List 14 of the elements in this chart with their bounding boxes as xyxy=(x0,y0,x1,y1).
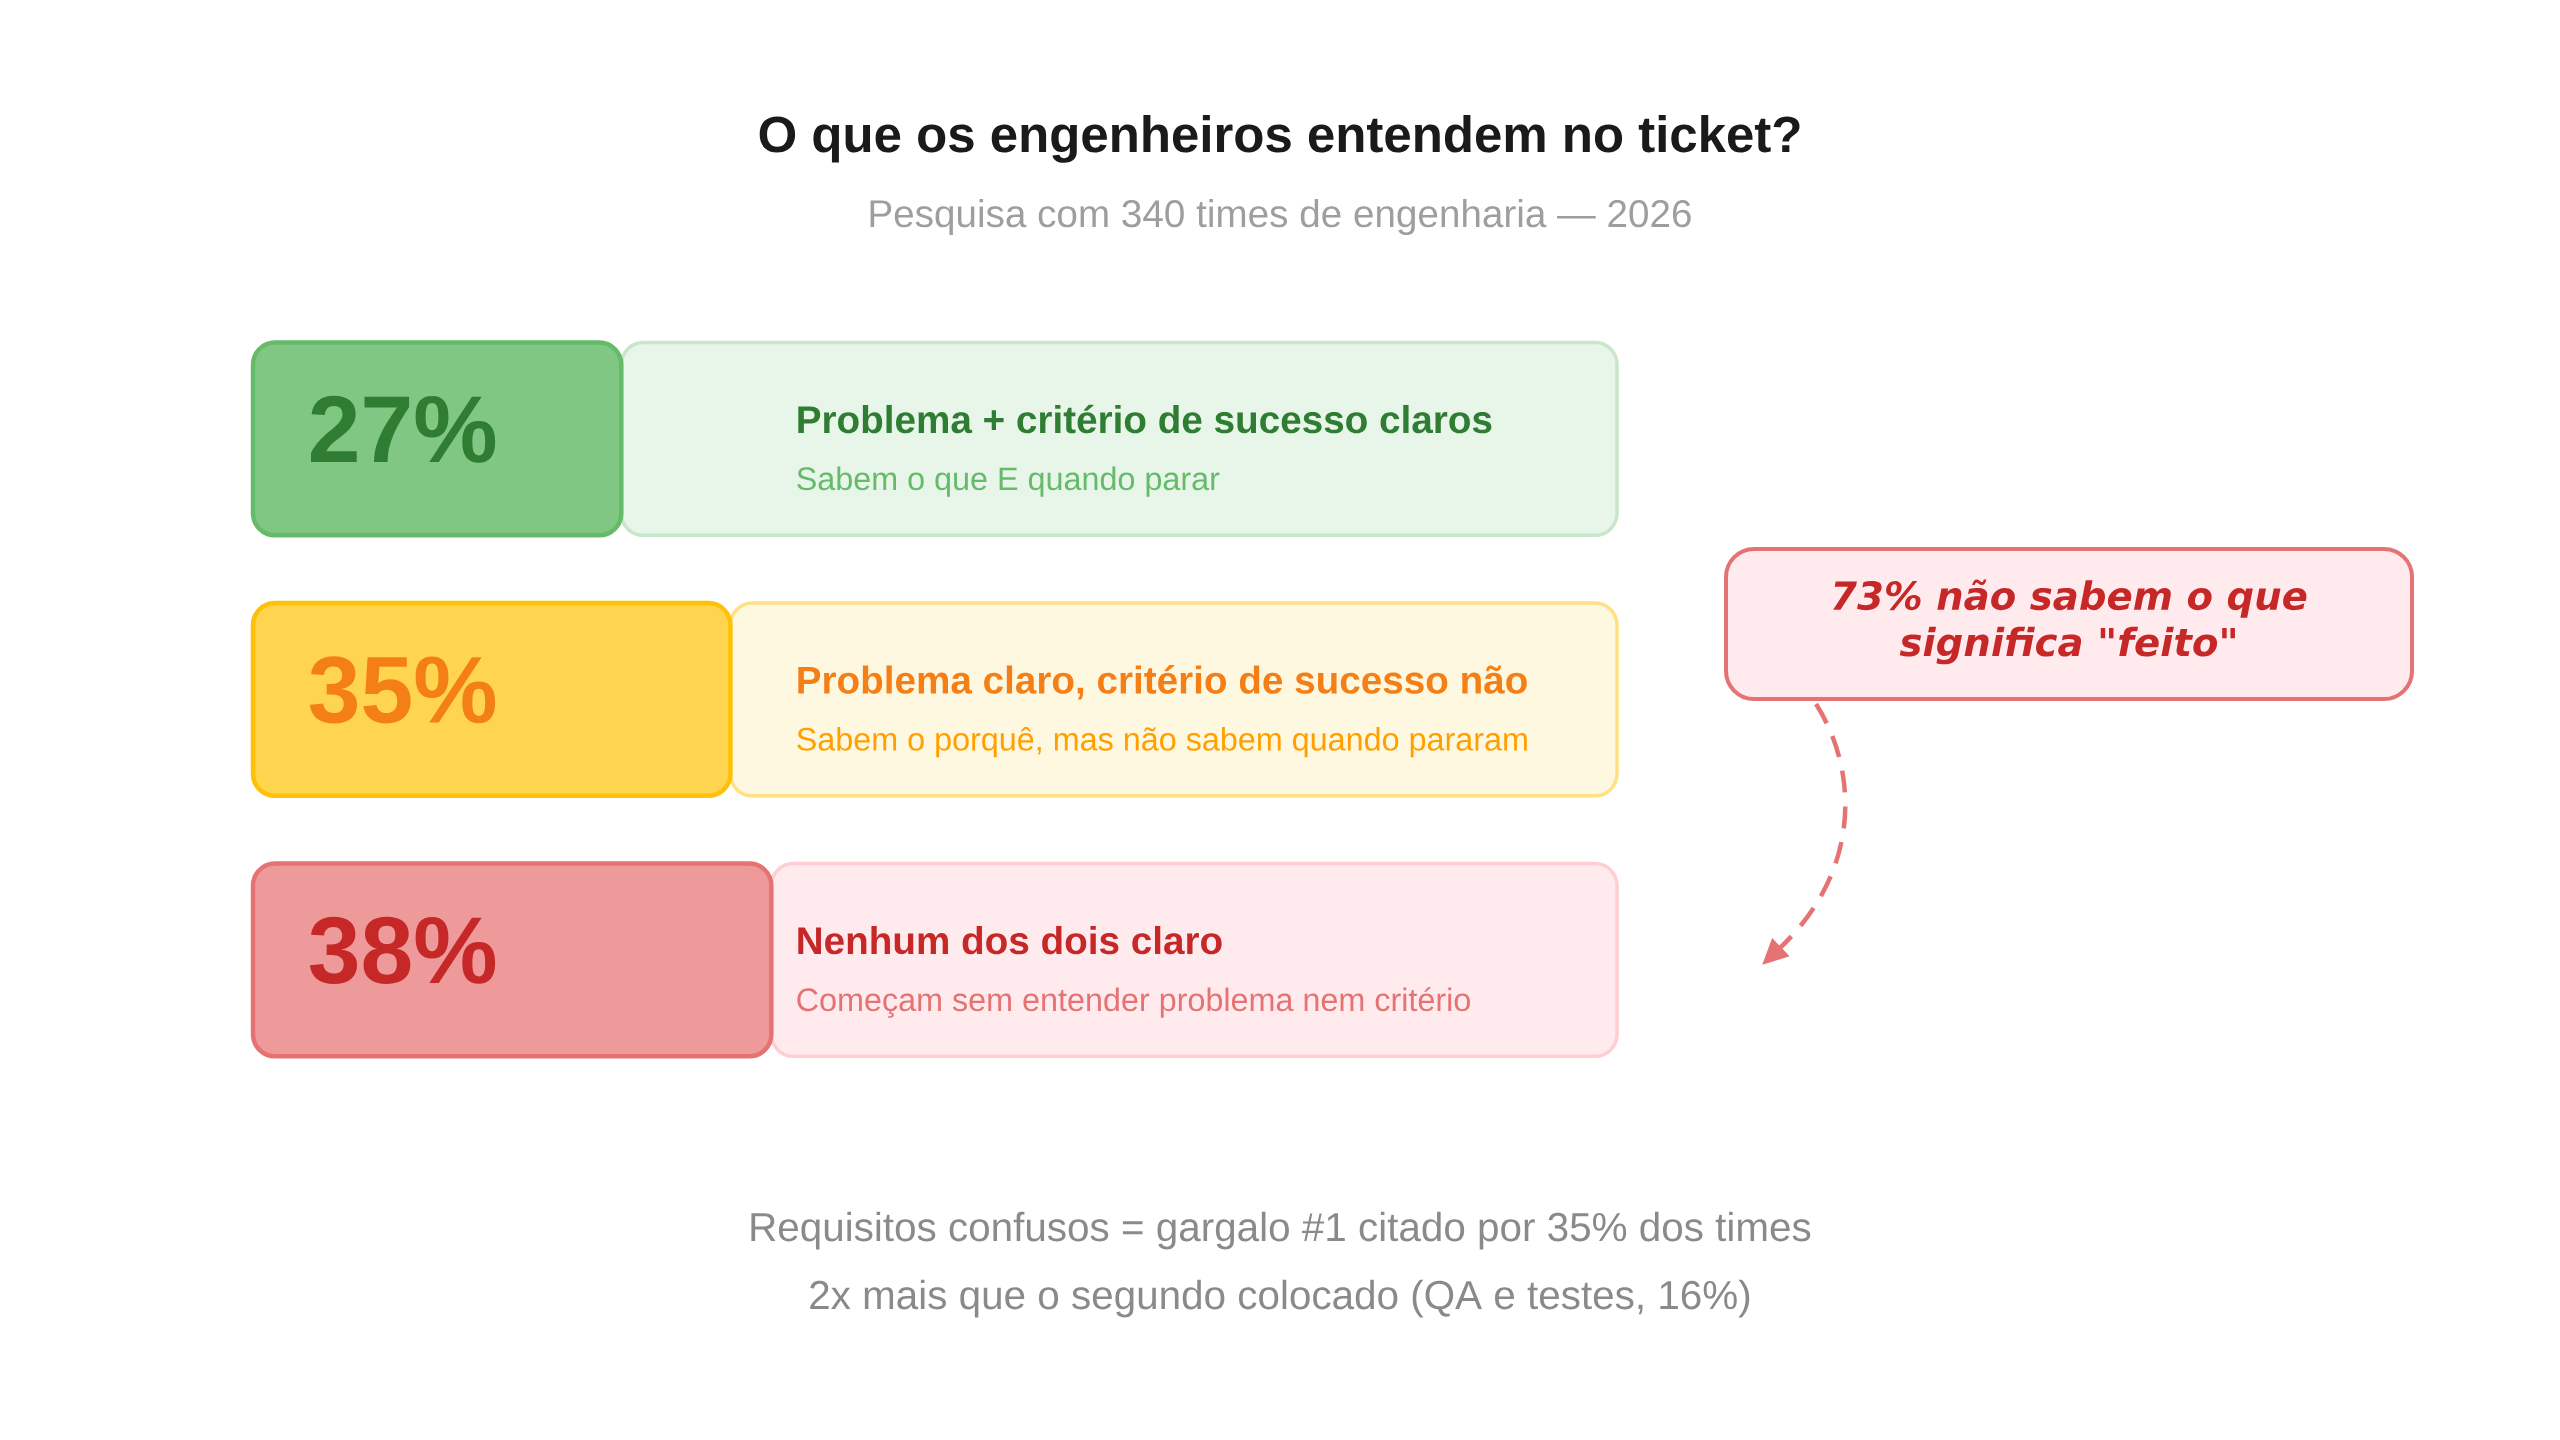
chart-subtitle: Pesquisa com 340 times de engenharia — 2026 xyxy=(870,198,1691,235)
chart-title: O que os engenheiros entendem no ticket? xyxy=(759,115,1800,163)
text: Requisitos confusos = gargalo #1 citado por 35% dos times xyxy=(751,1211,1811,1250)
data-label: 38% xyxy=(309,916,496,984)
annotation: Sabem o porquê, mas não sabem quando pararam xyxy=(797,726,1527,758)
text: 73% não sabem o que significa "feito" xyxy=(1833,579,2307,665)
y-tick-label: Nenhum dos dois claro xyxy=(798,925,1222,955)
y-tick-label: Problema claro, critério de sucesso não xyxy=(798,665,1527,700)
text: 2x mais que o segundo colocado (QA e testes, 16%) xyxy=(810,1279,1750,1318)
y-tick-label: Problema + critério de sucesso claros xyxy=(798,404,1492,434)
annotation: Começam sem entender problema nem critério xyxy=(797,987,1470,1018)
data-label: 27% xyxy=(311,395,496,463)
annotation: Sabem o que E quando parar xyxy=(797,466,1220,497)
data-label: 35% xyxy=(309,656,496,724)
